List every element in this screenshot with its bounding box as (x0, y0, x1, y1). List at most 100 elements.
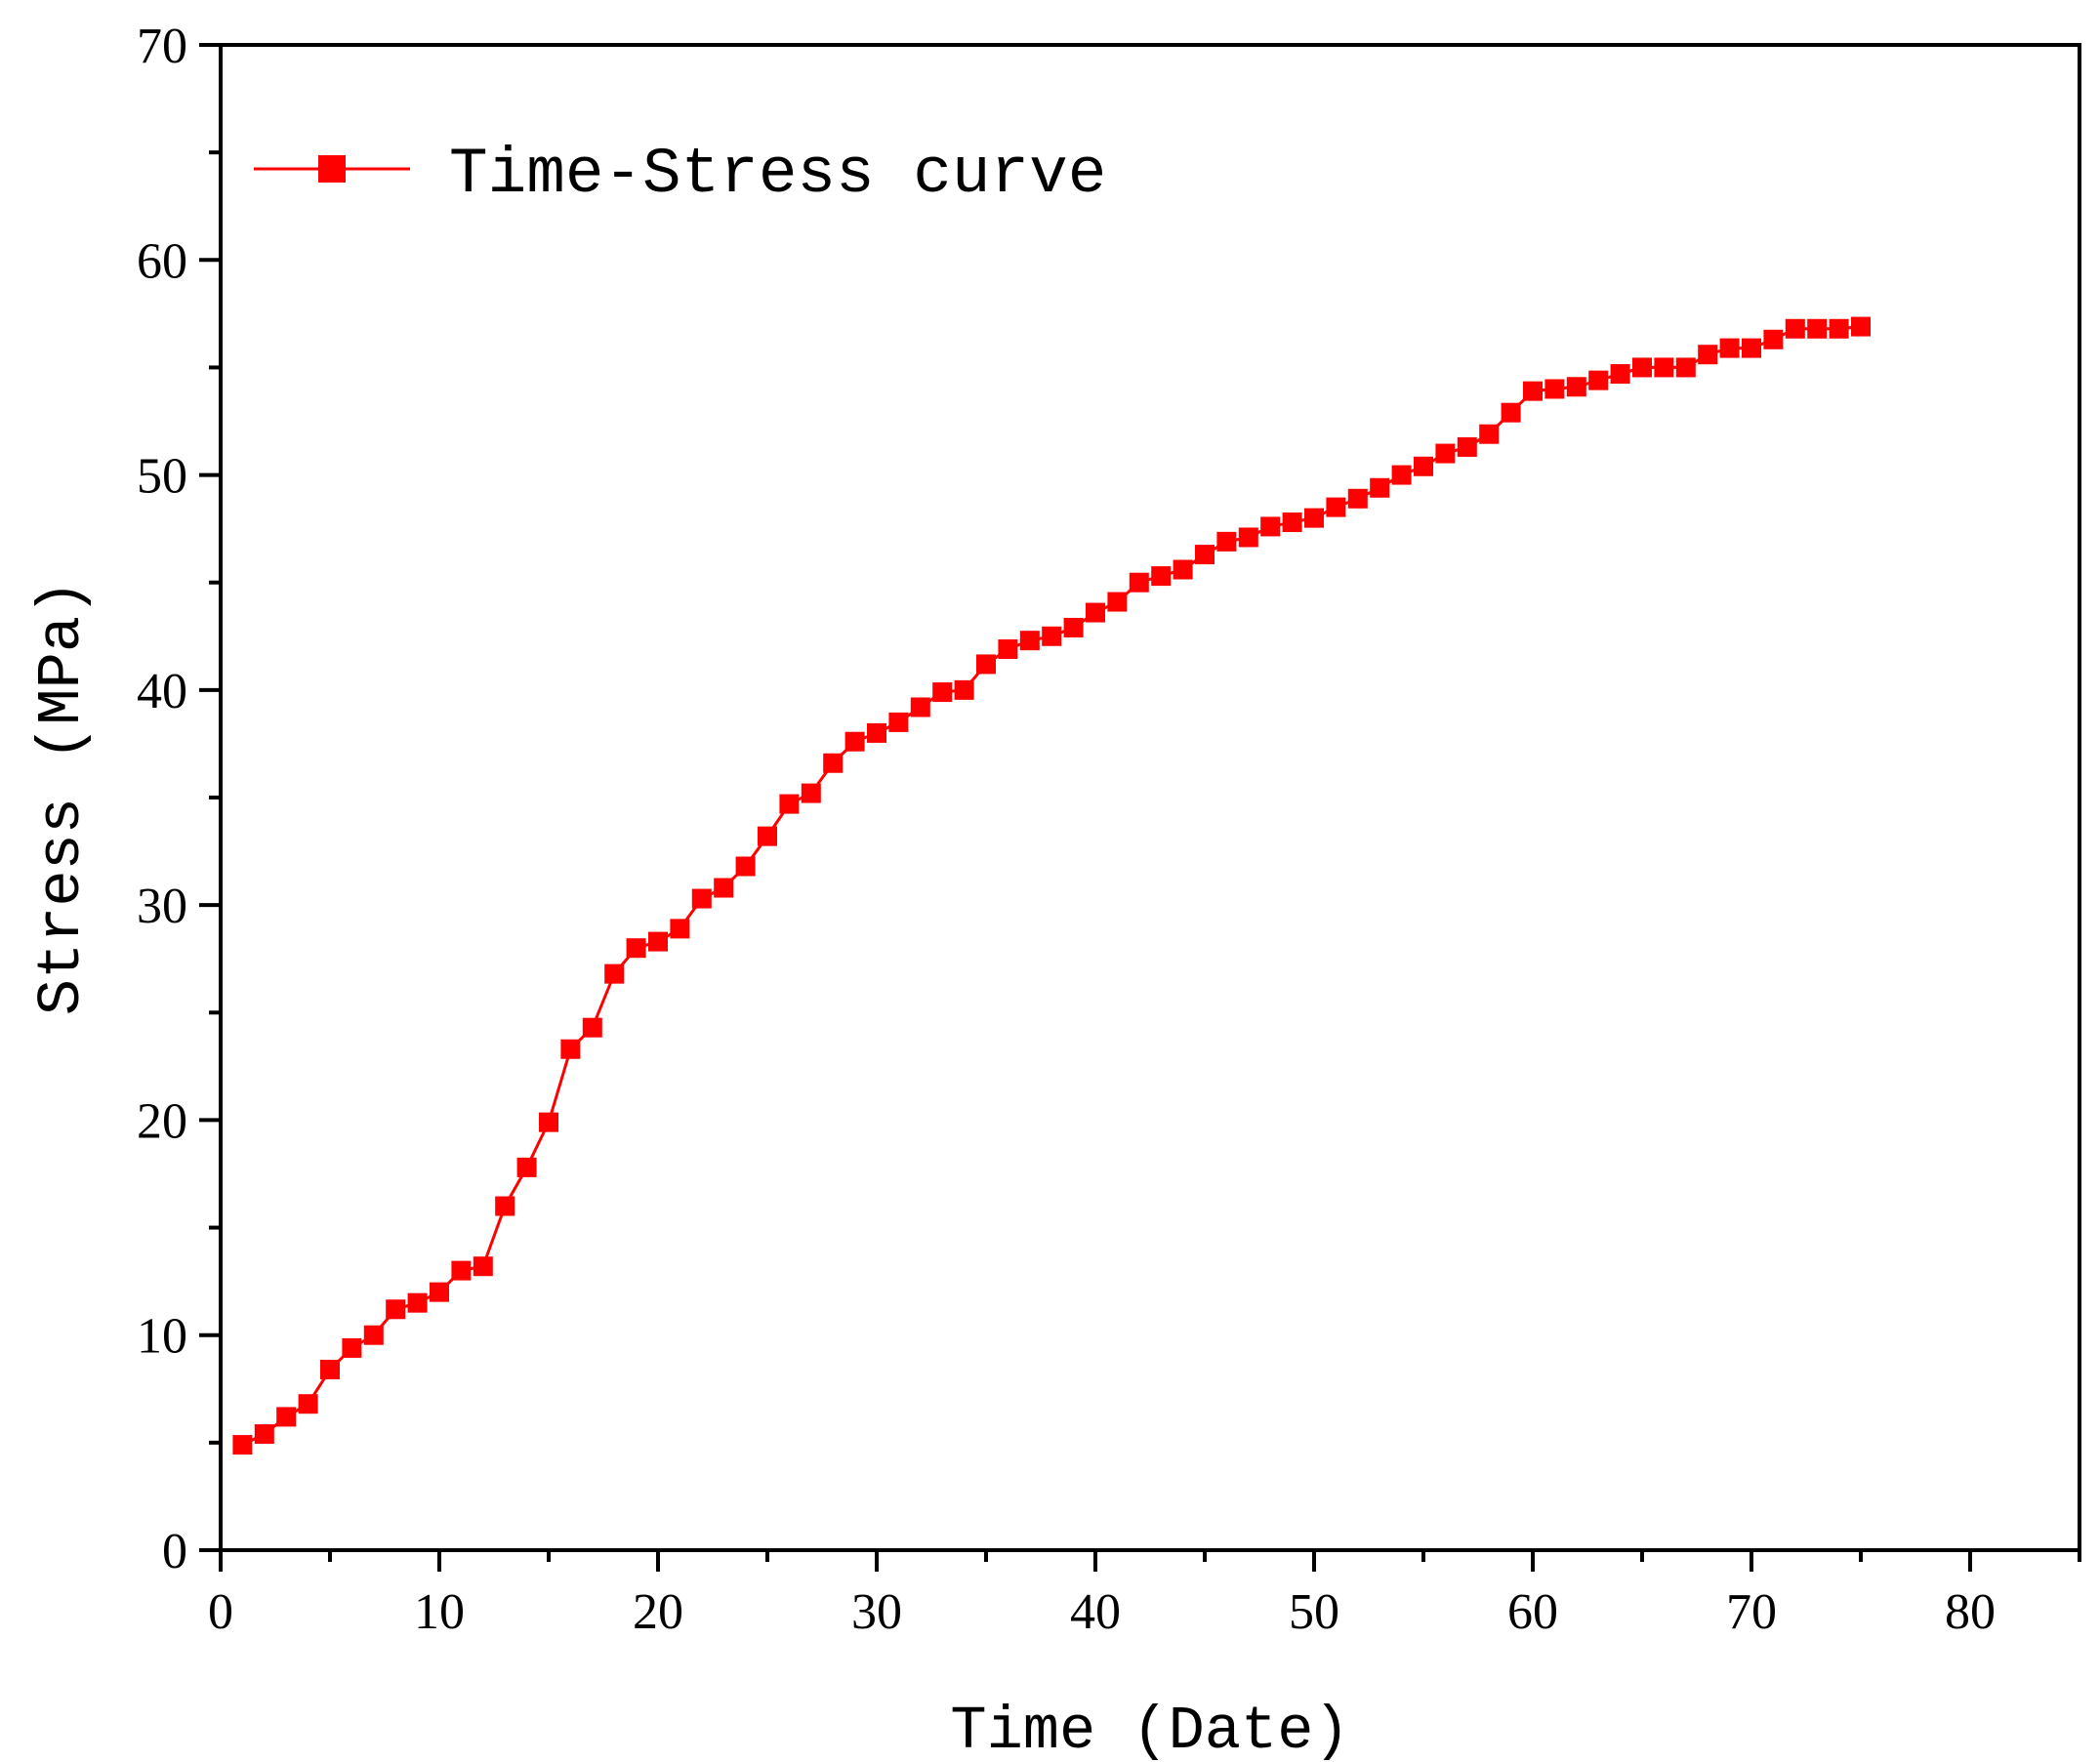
data-point (1785, 318, 1805, 339)
data-point (1042, 626, 1062, 646)
y-tick-label: 0 (162, 1524, 187, 1579)
data-point (1260, 516, 1281, 537)
data-point (1086, 602, 1105, 623)
data-point (758, 826, 777, 846)
y-axis-title: Stress (MPa) (27, 580, 97, 1015)
x-tick-label: 20 (633, 1584, 683, 1640)
data-point (276, 1407, 297, 1427)
data-point (604, 963, 625, 984)
data-point (1195, 545, 1215, 565)
x-axis-title: Time (Date) (950, 1697, 1349, 1762)
data-point (298, 1394, 318, 1414)
data-point (735, 856, 756, 877)
data-point (1523, 381, 1543, 401)
data-point (1107, 592, 1128, 612)
data-point (910, 697, 930, 717)
data-point (1675, 357, 1696, 378)
data-point (1654, 357, 1674, 378)
y-tick-label: 70 (137, 19, 187, 74)
data-point (976, 654, 996, 675)
data-point (867, 722, 886, 743)
data-point (1457, 436, 1477, 457)
data-point (714, 878, 734, 898)
data-point (1632, 357, 1652, 378)
legend-marker (318, 155, 346, 183)
data-point (560, 1039, 581, 1059)
data-point (954, 679, 974, 700)
data-point (495, 1196, 515, 1216)
data-point (342, 1337, 362, 1358)
x-tick-label: 0 (208, 1584, 233, 1640)
data-point (1610, 364, 1630, 385)
data-point (320, 1359, 340, 1379)
y-tick-label: 30 (137, 879, 187, 934)
data-point (1763, 329, 1784, 349)
data-point (1216, 531, 1237, 552)
y-tick-label: 50 (137, 449, 187, 505)
data-point (1391, 465, 1412, 485)
data-point (386, 1299, 406, 1320)
y-tick-label: 20 (137, 1093, 187, 1149)
data-point (1304, 508, 1324, 528)
data-point (473, 1256, 493, 1277)
data-point (670, 919, 690, 939)
plot-frame (219, 43, 2081, 1552)
data-point (779, 794, 800, 814)
data-point (648, 931, 668, 952)
data-point (232, 1435, 253, 1455)
data-point (539, 1112, 558, 1132)
data-point (1698, 345, 1718, 365)
data-point (1829, 318, 1849, 339)
data-point (932, 682, 953, 703)
data-point (1807, 318, 1828, 339)
data-point (1851, 316, 1871, 337)
data-point (844, 731, 865, 752)
data-point (1151, 566, 1172, 587)
x-tick-label: 70 (1726, 1584, 1777, 1640)
data-point (407, 1292, 428, 1313)
x-tick-label: 80 (1945, 1584, 1996, 1640)
data-point (1435, 443, 1456, 464)
data-point (998, 639, 1018, 660)
y-tick-label: 40 (137, 664, 187, 719)
data-point (451, 1260, 472, 1281)
data-point (1173, 559, 1193, 580)
x-tick-label: 10 (414, 1584, 465, 1640)
data-point (1347, 488, 1368, 509)
data-point (1566, 377, 1586, 397)
x-tick-label: 50 (1289, 1584, 1339, 1640)
y-tick-label: 60 (137, 233, 187, 289)
data-point (582, 1017, 602, 1038)
data-point (888, 712, 909, 732)
data-point (1019, 631, 1040, 651)
data-point (691, 888, 712, 909)
series-line (241, 325, 1862, 1447)
data-point (1479, 424, 1500, 444)
data-point (626, 938, 646, 959)
data-point (1129, 572, 1149, 593)
data-point (1588, 370, 1609, 390)
x-axis-ticks: 0 10 20 30 40 50 60 70 80 (208, 1550, 2081, 1640)
data-point (1719, 338, 1740, 358)
data-point (1414, 456, 1433, 476)
series-time-stress (232, 316, 1871, 1455)
data-point (1742, 338, 1761, 358)
data-point (801, 783, 821, 803)
data-point (1326, 497, 1346, 517)
data-point (1282, 512, 1302, 533)
data-point (1370, 477, 1390, 498)
data-point (363, 1325, 384, 1345)
data-point (254, 1424, 274, 1445)
legend-label: Time-Stress curve (449, 138, 1106, 211)
x-tick-label: 40 (1070, 1584, 1121, 1640)
x-tick-label: 60 (1507, 1584, 1558, 1640)
x-tick-label: 30 (851, 1584, 902, 1640)
data-point (1501, 402, 1521, 423)
data-point (1238, 527, 1258, 548)
y-tick-label: 10 (137, 1309, 187, 1365)
data-point (823, 753, 844, 773)
data-point (1544, 379, 1565, 399)
data-point (516, 1157, 537, 1177)
y-axis-ticks: 0 10 20 30 40 50 60 70 (137, 19, 221, 1579)
